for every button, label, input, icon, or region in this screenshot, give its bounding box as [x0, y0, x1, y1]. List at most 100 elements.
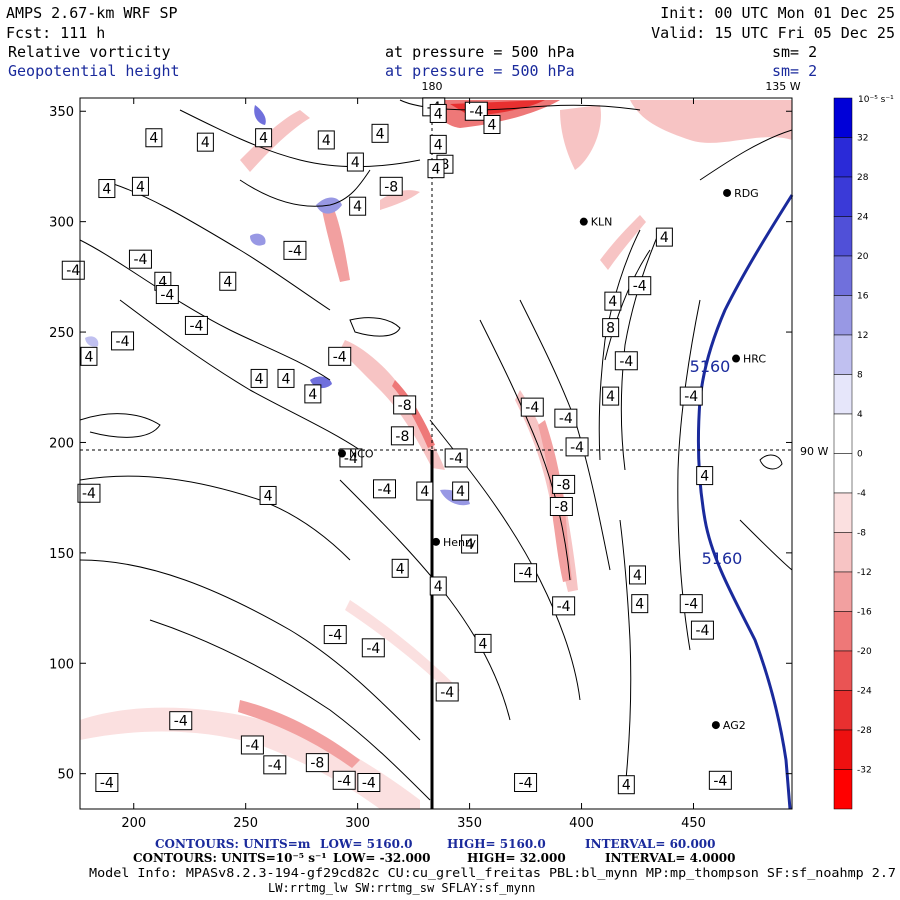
contour-label-box: [169, 711, 193, 731]
footer-model-info: Model Info: MPASv8.2.3-194-gf29cd82c CU:…: [89, 866, 896, 880]
contour-label: -4: [449, 451, 463, 467]
contour-label-box: [602, 318, 620, 338]
colorbar-labels: 32 28 24 20 16 12 8 4 0 -4 -8 -12 -16 -20 -24 -28 -32: [857, 134, 872, 776]
contour-label: 8: [606, 321, 615, 337]
fcst-text: Fcst: 111 h: [6, 24, 105, 42]
contour-label-box: [332, 770, 356, 790]
contour-label: -8: [557, 477, 571, 493]
contour-label-box: [317, 130, 335, 150]
contour-label-box: [614, 351, 638, 371]
pressure2-text: at pressure = 500 hPa: [385, 62, 575, 80]
contour-line-11: [598, 229, 641, 461]
station-marker: [723, 188, 732, 197]
contour-label: -4: [344, 451, 358, 467]
contour-label-box: [323, 625, 347, 645]
station-marker: [579, 217, 588, 226]
contour-label: -4: [570, 440, 584, 456]
contour-line-22: [739, 519, 793, 571]
y-axis: 50 100 150 200 250 300 350: [49, 105, 792, 783]
x-axis: 200 250 300 350 400 450: [121, 98, 706, 831]
contour-label: -4: [160, 288, 174, 304]
colorbar-swatch: [833, 532, 853, 573]
contour-label: -4: [695, 623, 709, 639]
station-label: AG2: [723, 719, 746, 732]
contour-label: 4: [434, 137, 443, 153]
footer-contours2-high: HIGH= 32.000: [467, 851, 566, 865]
contour-label: 4: [434, 106, 443, 122]
contour-line-5: [79, 559, 421, 741]
contour-label-box: [429, 134, 447, 154]
contour-label-box: [391, 558, 409, 578]
contour-label: 4: [308, 387, 317, 403]
contour-label-box: [655, 227, 673, 247]
contour-label-box: [429, 103, 447, 123]
shade-red-5: [630, 100, 792, 143]
contour-label-box: [696, 466, 714, 486]
valid-text: Valid: 15 UTC Fri 05 Dec 25: [651, 24, 895, 42]
colorbar-label: 12: [857, 331, 868, 341]
colorbar-label: 0: [857, 450, 863, 460]
x-tick-label: 300: [345, 816, 370, 831]
contour-label-box: [628, 276, 652, 296]
contour-label: -4: [245, 738, 259, 754]
contour-label: -4: [366, 641, 380, 657]
contour-label-box: [61, 260, 85, 280]
footer-contours2-interval: INTERVAL= 4.0000: [605, 851, 736, 865]
colorbar-label: -20: [857, 647, 872, 657]
colorbar-label: -28: [857, 726, 872, 736]
contour-label-box: [429, 576, 447, 596]
colorbar-swatch: [833, 295, 853, 336]
colorbar-label: -4: [857, 489, 866, 499]
contour-line-3: [119, 299, 361, 451]
footer-contours2-low: LOW= -32.000: [333, 851, 431, 865]
contour-label-box: [277, 368, 295, 388]
shade-red-6: [322, 200, 350, 282]
contour-label-box: [464, 101, 488, 121]
colorbar-label: 20: [857, 252, 869, 262]
contour-label-box: [631, 594, 649, 614]
contour-label-box: [427, 159, 445, 179]
contour-label: -8: [310, 756, 324, 772]
contour-label: -4: [66, 263, 80, 279]
colorbar-swatch: [833, 255, 853, 296]
contour-label-box: [80, 346, 98, 366]
station-label: NCO: [349, 448, 374, 461]
station-marker: [711, 721, 720, 730]
station-label: Henry: [443, 536, 477, 549]
colorbar-label: 16: [857, 292, 869, 302]
contour-labels-layer: 4 4 4 4 4 4 4 4 4 4 4 8 -8 4 -4 -4 -4 -4 -4 4 -4 4 -4 -4 4 4 -4 4 4 4…: [61, 97, 732, 795]
contour-label-box: [145, 128, 163, 148]
contour-label: -4: [288, 243, 302, 259]
contour-label: 4: [479, 636, 488, 652]
station-marker: [732, 354, 741, 363]
contour-label-box: [679, 594, 703, 614]
contour-label-box: [305, 753, 329, 773]
contour-label: -4: [440, 685, 454, 701]
contour-label-box: [328, 346, 352, 366]
contour-line-7: [339, 479, 511, 721]
colorbar-swatch: [833, 769, 853, 810]
colorbar-swatch: [833, 650, 853, 691]
contour-label-box: [520, 397, 544, 417]
colorbar-swatch: [833, 137, 853, 178]
contour-label-box: [483, 114, 501, 134]
contour-line-16: [179, 109, 421, 168]
contour-label: 4: [660, 230, 669, 246]
contour-label: 4: [264, 488, 273, 504]
contour-label: -4: [82, 486, 96, 502]
contour-label: 4: [635, 597, 644, 613]
contour-label: -4: [133, 252, 147, 268]
shade-red-4: [560, 105, 601, 170]
contour-label: -4: [557, 599, 571, 615]
colorbar-swatch: [833, 374, 853, 415]
contour-label-box: [346, 152, 364, 172]
contour-label-box: [77, 483, 101, 503]
contour-line-20: [79, 413, 161, 438]
contour-line-23: [699, 129, 793, 181]
contour-label: -8: [398, 398, 412, 414]
contour-label-box: [602, 386, 620, 406]
footer-contours1-label: CONTOURS: UNITS=m: [155, 837, 311, 851]
sm1-text: sm= 2: [772, 43, 817, 61]
contour-label-box: [679, 386, 703, 406]
